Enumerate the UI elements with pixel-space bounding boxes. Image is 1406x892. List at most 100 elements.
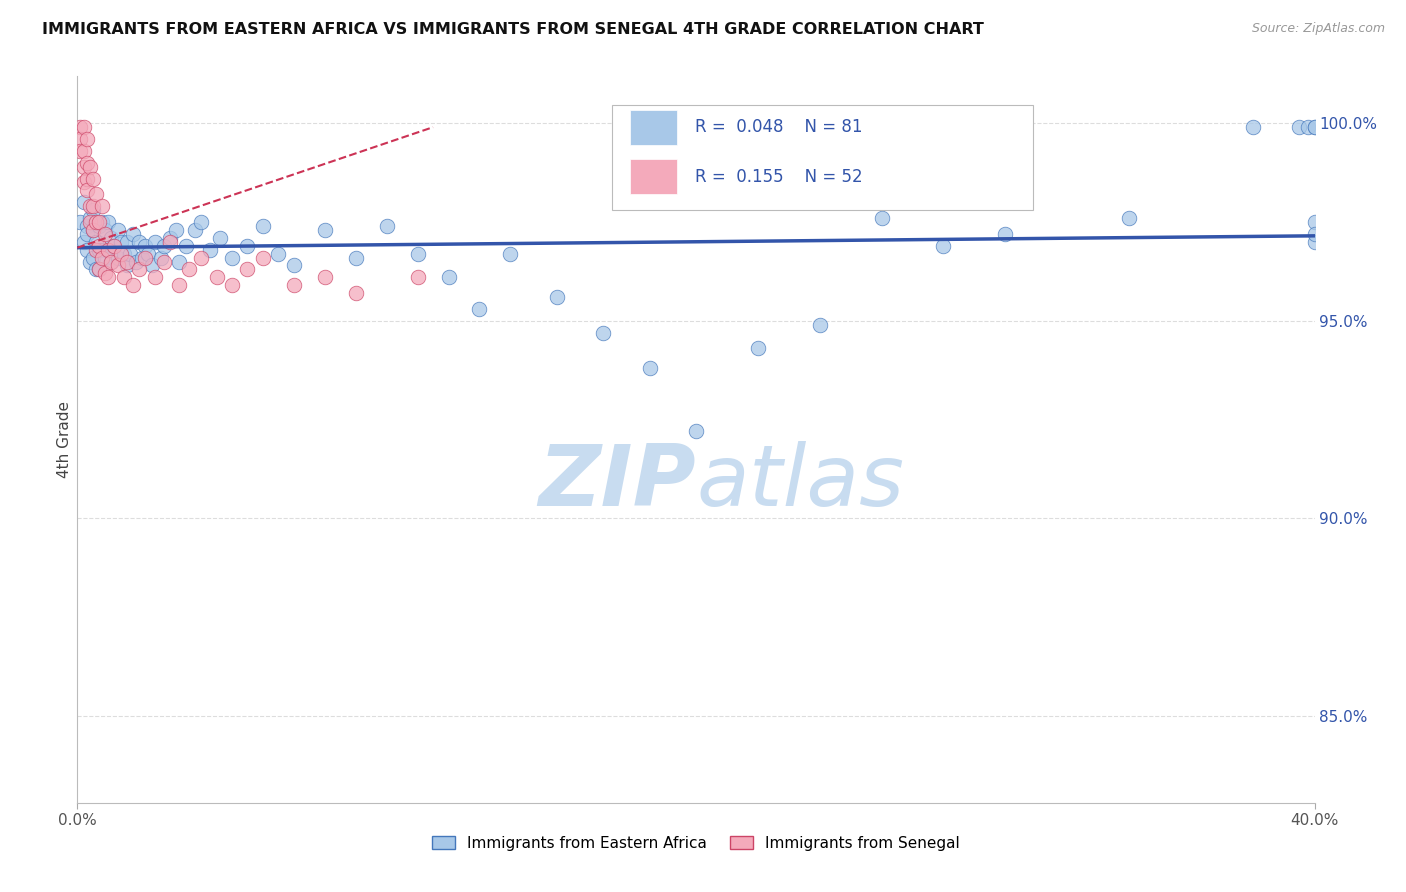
Point [100, 254, 122, 268]
Point [143, 235, 166, 249]
Point [200, 243, 222, 257]
Point [69, 144, 91, 158]
Point [165, 223, 187, 237]
Point [128, 235, 150, 249]
Point [79, 199, 101, 213]
Point [82, 223, 104, 237]
Point [236, 262, 259, 277]
Point [115, 259, 138, 273]
Point [82, 203, 104, 218]
Point [76, 227, 98, 241]
Point [344, 286, 367, 301]
Point [118, 246, 141, 260]
Point [685, 425, 707, 439]
Legend: Immigrants from Eastern Africa, Immigrants from Senegal: Immigrants from Eastern Africa, Immigran… [426, 830, 966, 857]
Point [252, 251, 274, 265]
Point [91, 243, 114, 257]
Point [87, 215, 110, 229]
Point [932, 238, 955, 252]
Point [76, 219, 98, 233]
Point [221, 278, 243, 293]
Point [107, 251, 129, 265]
Point [159, 235, 181, 249]
Point [128, 262, 150, 277]
Point [546, 290, 568, 304]
Point [283, 278, 305, 293]
Point [134, 238, 156, 252]
Point [1298, 120, 1320, 135]
Point [76, 243, 98, 257]
Point [72, 235, 94, 249]
Point [91, 251, 114, 265]
Point [72, 195, 94, 210]
Point [153, 254, 176, 268]
Point [72, 176, 94, 190]
Point [131, 251, 153, 265]
Point [79, 160, 101, 174]
Point [84, 262, 107, 277]
Point [76, 155, 98, 169]
Point [107, 223, 129, 237]
Point [97, 243, 120, 257]
Point [221, 251, 243, 265]
Point [79, 254, 101, 268]
Point [174, 238, 197, 252]
FancyBboxPatch shape [630, 110, 678, 145]
Point [208, 231, 231, 245]
Point [72, 144, 94, 158]
Point [91, 199, 114, 213]
Point [82, 251, 104, 265]
Point [97, 215, 120, 229]
Point [138, 246, 160, 260]
Point [1303, 235, 1326, 249]
Point [94, 251, 117, 265]
Point [1288, 120, 1310, 135]
Point [143, 270, 166, 285]
Point [149, 251, 172, 265]
Point [76, 132, 98, 146]
Point [100, 231, 122, 245]
Point [314, 270, 336, 285]
Point [69, 215, 91, 229]
Point [87, 262, 110, 277]
Text: R =  0.048    N = 81: R = 0.048 N = 81 [695, 119, 862, 136]
Point [115, 254, 138, 268]
Point [499, 246, 522, 260]
Point [97, 243, 120, 257]
Point [76, 171, 98, 186]
Text: Source: ZipAtlas.com: Source: ZipAtlas.com [1251, 22, 1385, 36]
Point [1303, 227, 1326, 241]
Point [1241, 120, 1264, 135]
Point [122, 227, 145, 241]
Point [82, 199, 104, 213]
Point [76, 183, 98, 197]
Point [84, 215, 107, 229]
Point [82, 171, 104, 186]
Point [252, 219, 274, 233]
Point [314, 223, 336, 237]
Point [1118, 211, 1140, 225]
Point [84, 243, 107, 257]
Point [107, 259, 129, 273]
Point [236, 238, 259, 252]
Point [94, 266, 117, 280]
Point [69, 120, 91, 135]
Point [115, 235, 138, 249]
Point [122, 278, 145, 293]
Point [205, 270, 228, 285]
Point [94, 223, 117, 237]
Point [169, 254, 191, 268]
Point [87, 238, 110, 252]
Point [103, 238, 125, 252]
Point [79, 215, 101, 229]
Point [1303, 120, 1326, 135]
Point [169, 278, 191, 293]
Point [375, 219, 398, 233]
Text: atlas: atlas [696, 442, 904, 524]
Point [87, 262, 110, 277]
Y-axis label: 4th Grade: 4th Grade [56, 401, 72, 478]
Point [87, 219, 110, 233]
Point [808, 318, 831, 332]
Point [177, 262, 200, 277]
Point [72, 160, 94, 174]
